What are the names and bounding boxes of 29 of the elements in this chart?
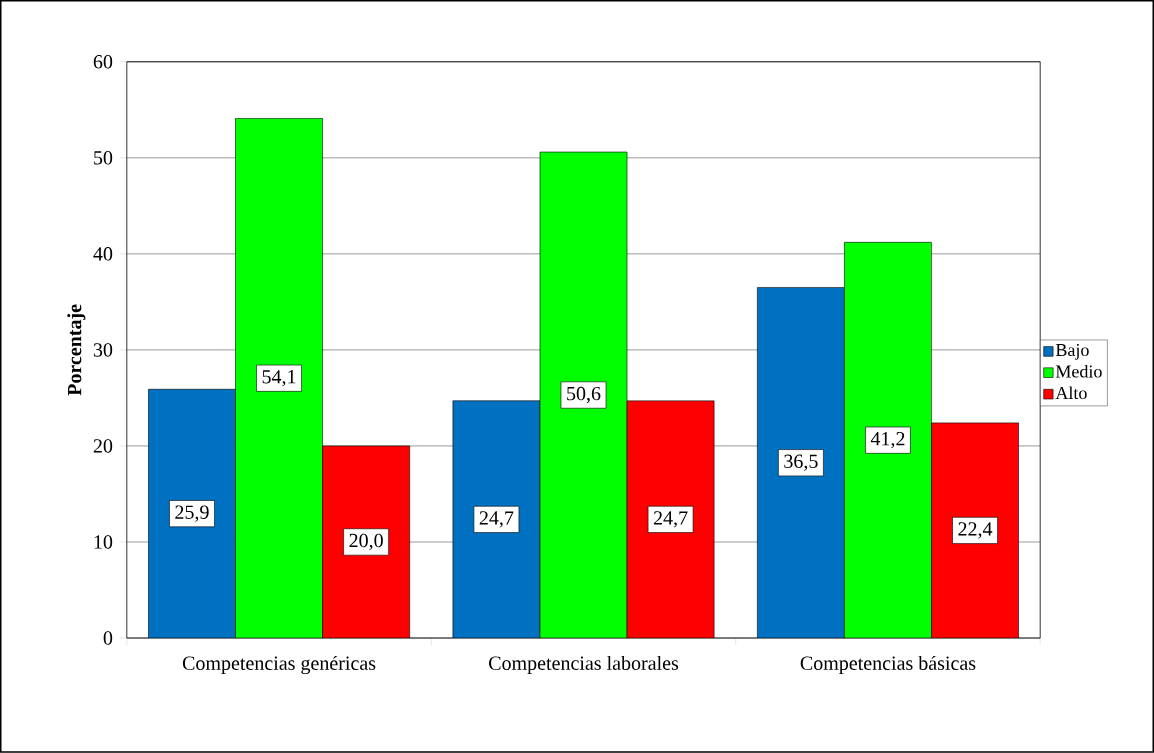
y-axis-title: Porcentaje	[67, 304, 86, 396]
data-label: 50,6	[567, 386, 601, 404]
bar	[626, 400, 715, 639]
data-label: 25,9	[175, 505, 209, 522]
y-tick-label: 30	[93, 343, 113, 357]
data-label: 54,1	[262, 370, 296, 387]
bar	[322, 445, 410, 639]
bar	[452, 400, 541, 639]
y-tick-label: 60	[93, 55, 113, 69]
x-tick-label: Competencias laborales	[489, 655, 679, 675]
x-tick-label: Competencias genéricas	[182, 655, 376, 675]
bar	[148, 389, 236, 639]
legend-label: Medio	[1055, 364, 1102, 378]
data-label: 20,0	[349, 533, 383, 551]
x-tick-label: Competencias básicas	[800, 655, 976, 675]
y-tick-label: 20	[93, 439, 113, 453]
y-tick-label: 50	[94, 151, 113, 165]
data-label: 24,7	[653, 511, 688, 528]
data-label: 22,4	[958, 522, 993, 539]
data-label: 36,5	[784, 454, 818, 471]
y-tick-label: 40	[93, 247, 113, 261]
data-label: 24,7	[479, 511, 514, 528]
bar	[757, 287, 845, 639]
y-tick-label: 0	[103, 631, 113, 645]
legend-label: Bajo	[1055, 344, 1089, 360]
y-tick-label: 10	[94, 535, 113, 549]
legend-label: Alto	[1055, 386, 1087, 400]
data-label: 41,2	[870, 432, 905, 449]
bar	[931, 422, 1019, 639]
